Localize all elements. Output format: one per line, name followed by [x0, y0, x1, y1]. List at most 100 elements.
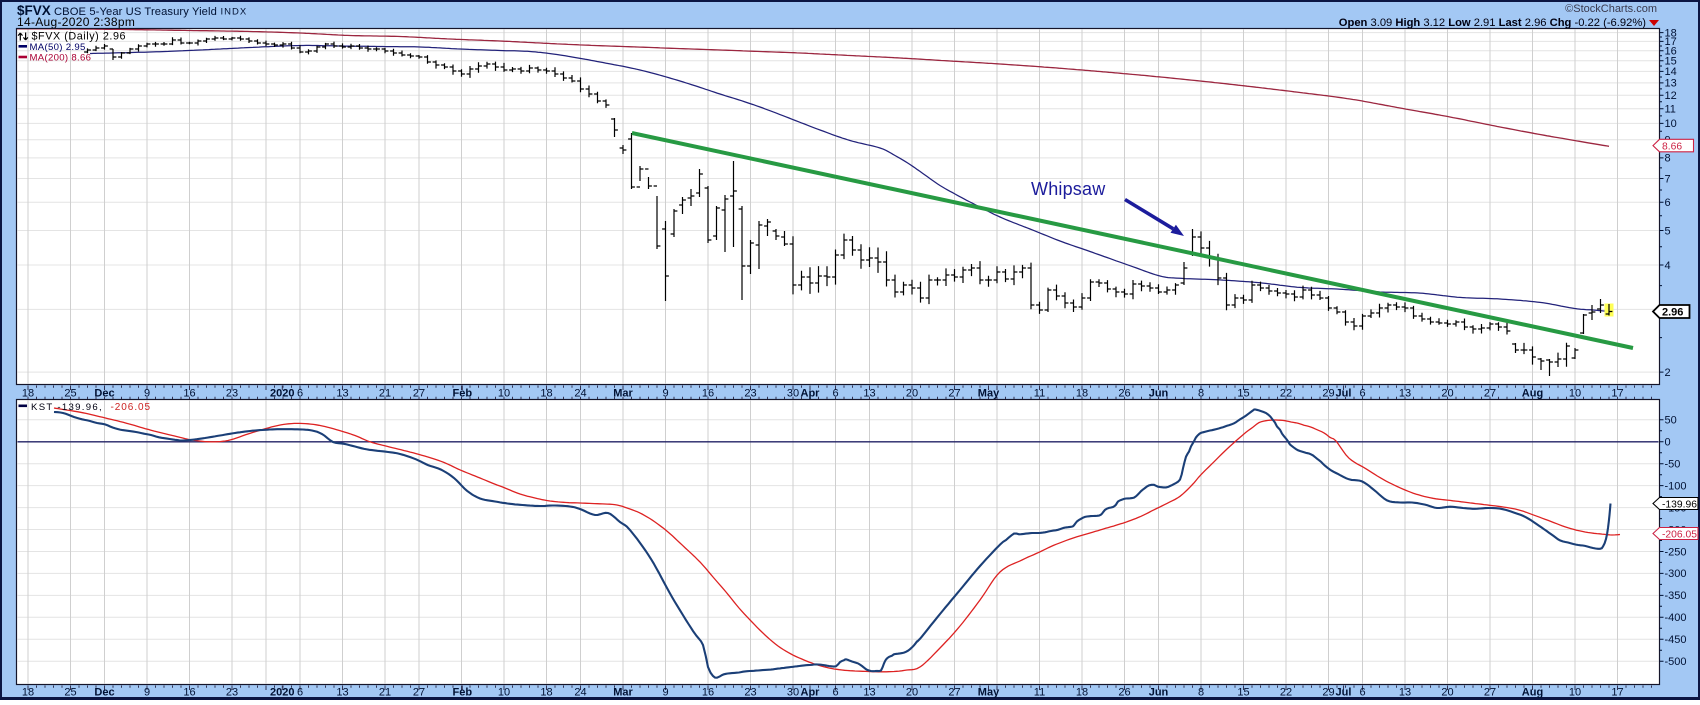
svg-text:8: 8 — [1198, 687, 1204, 699]
svg-text:27: 27 — [1484, 388, 1496, 400]
svg-text:Mar: Mar — [613, 388, 633, 400]
svg-text:MA(50) 2.95: MA(50) 2.95 — [30, 42, 86, 53]
svg-text:11: 11 — [1034, 388, 1045, 400]
svg-text:Jul: Jul — [1336, 687, 1352, 699]
svg-text:27: 27 — [413, 687, 425, 699]
svg-text:-100: -100 — [1665, 480, 1687, 492]
svg-text:2: 2 — [1665, 367, 1671, 379]
svg-text:16: 16 — [1665, 46, 1677, 58]
svg-text:Aug: Aug — [1522, 388, 1543, 400]
svg-text:11: 11 — [1034, 687, 1045, 699]
svg-text:7: 7 — [1665, 173, 1671, 185]
svg-text:Whipsaw: Whipsaw — [1031, 179, 1106, 199]
svg-text:14: 14 — [1665, 66, 1677, 78]
svg-text:$FVX (Daily) 2.96: $FVX (Daily) 2.96 — [32, 31, 127, 43]
svg-text:16: 16 — [702, 687, 714, 699]
svg-text:6: 6 — [297, 388, 303, 400]
svg-text:May: May — [978, 388, 1000, 400]
svg-text:©StockCharts.com: ©StockCharts.com — [1565, 3, 1657, 15]
svg-text:-450: -450 — [1665, 634, 1687, 646]
svg-text:26: 26 — [1118, 388, 1130, 400]
svg-text:-206.05: -206.05 — [111, 402, 152, 413]
svg-text:-350: -350 — [1665, 590, 1687, 602]
svg-text:13: 13 — [336, 388, 348, 400]
svg-text:4: 4 — [1665, 260, 1671, 272]
svg-text:11: 11 — [1665, 104, 1676, 116]
svg-text:27: 27 — [1484, 687, 1496, 699]
svg-text:$FVX: $FVX — [17, 3, 51, 18]
svg-text:Feb: Feb — [453, 687, 473, 699]
svg-text:27: 27 — [948, 388, 960, 400]
svg-text:30: 30 — [787, 388, 799, 400]
svg-text:10: 10 — [1665, 118, 1677, 130]
svg-text:Open 3.09 High 3.12 Low 2.91: Open 3.09 High 3.12 Low 2.91 Last 2.96 C… — [1339, 17, 1646, 29]
svg-text:6: 6 — [1665, 197, 1671, 209]
svg-text:-206.05: -206.05 — [1662, 529, 1697, 540]
svg-text:18: 18 — [22, 687, 34, 699]
svg-text:-500: -500 — [1665, 656, 1687, 668]
svg-text:9: 9 — [662, 388, 668, 400]
svg-text:13: 13 — [336, 687, 348, 699]
svg-text:18: 18 — [22, 388, 34, 400]
svg-text:20: 20 — [1441, 687, 1453, 699]
svg-text:16: 16 — [183, 388, 195, 400]
svg-text:25: 25 — [64, 687, 76, 699]
svg-text:6: 6 — [297, 687, 303, 699]
svg-text:6: 6 — [1359, 388, 1365, 400]
svg-text:23: 23 — [744, 687, 756, 699]
svg-text:-250: -250 — [1665, 546, 1687, 558]
svg-text:Aug: Aug — [1522, 687, 1543, 699]
svg-text:6: 6 — [832, 388, 838, 400]
svg-text:13: 13 — [1399, 388, 1411, 400]
svg-text:29: 29 — [1322, 687, 1334, 699]
svg-text:9: 9 — [144, 687, 150, 699]
svg-text:14-Aug-2020 2:38pm: 14-Aug-2020 2:38pm — [17, 15, 135, 29]
svg-text:-50: -50 — [1665, 459, 1681, 471]
svg-text:23: 23 — [226, 388, 238, 400]
svg-text:17: 17 — [1611, 388, 1623, 400]
svg-text:10: 10 — [1569, 687, 1581, 699]
svg-text:16: 16 — [183, 687, 195, 699]
svg-text:17: 17 — [1665, 36, 1677, 48]
svg-text:23: 23 — [744, 388, 756, 400]
svg-text:18: 18 — [540, 388, 552, 400]
svg-text:21: 21 — [379, 687, 391, 699]
svg-text:INDX: INDX — [221, 7, 248, 18]
svg-text:-400: -400 — [1665, 612, 1687, 624]
svg-text:-139.96: -139.96 — [1662, 499, 1697, 510]
svg-text:May: May — [978, 687, 1000, 699]
svg-text:9: 9 — [144, 388, 150, 400]
svg-text:10: 10 — [498, 388, 510, 400]
svg-text:13: 13 — [863, 388, 875, 400]
svg-text:8: 8 — [1198, 388, 1204, 400]
svg-text:10: 10 — [1569, 388, 1581, 400]
svg-text:21: 21 — [379, 388, 391, 400]
svg-text:15: 15 — [1665, 56, 1677, 68]
svg-text:6: 6 — [832, 687, 838, 699]
svg-text:18: 18 — [1076, 388, 1088, 400]
svg-text:Apr: Apr — [801, 388, 821, 400]
svg-text:27: 27 — [948, 687, 960, 699]
svg-text:30: 30 — [787, 687, 799, 699]
svg-text:2.96: 2.96 — [1662, 306, 1683, 318]
svg-text:20: 20 — [1441, 388, 1453, 400]
svg-text:0: 0 — [1665, 437, 1671, 449]
svg-text:17: 17 — [1611, 687, 1623, 699]
svg-text:Dec: Dec — [94, 388, 114, 400]
svg-text:20: 20 — [906, 687, 918, 699]
svg-text:50: 50 — [1665, 415, 1677, 427]
svg-text:Mar: Mar — [613, 687, 633, 699]
svg-text:18: 18 — [1076, 687, 1088, 699]
svg-text:Jun: Jun — [1149, 687, 1169, 699]
svg-text:5: 5 — [1665, 225, 1671, 237]
svg-text:13: 13 — [1399, 687, 1411, 699]
svg-text:24: 24 — [574, 388, 586, 400]
svg-text:-300: -300 — [1665, 568, 1687, 580]
svg-text:Apr: Apr — [801, 687, 821, 699]
svg-text:2020: 2020 — [270, 687, 294, 699]
svg-text:18: 18 — [1665, 27, 1677, 39]
svg-text:15: 15 — [1237, 388, 1249, 400]
svg-text:6: 6 — [1359, 687, 1365, 699]
svg-text:CBOE 5-Year US Treasury Yield: CBOE 5-Year US Treasury Yield — [54, 6, 217, 18]
svg-text:29: 29 — [1322, 388, 1334, 400]
